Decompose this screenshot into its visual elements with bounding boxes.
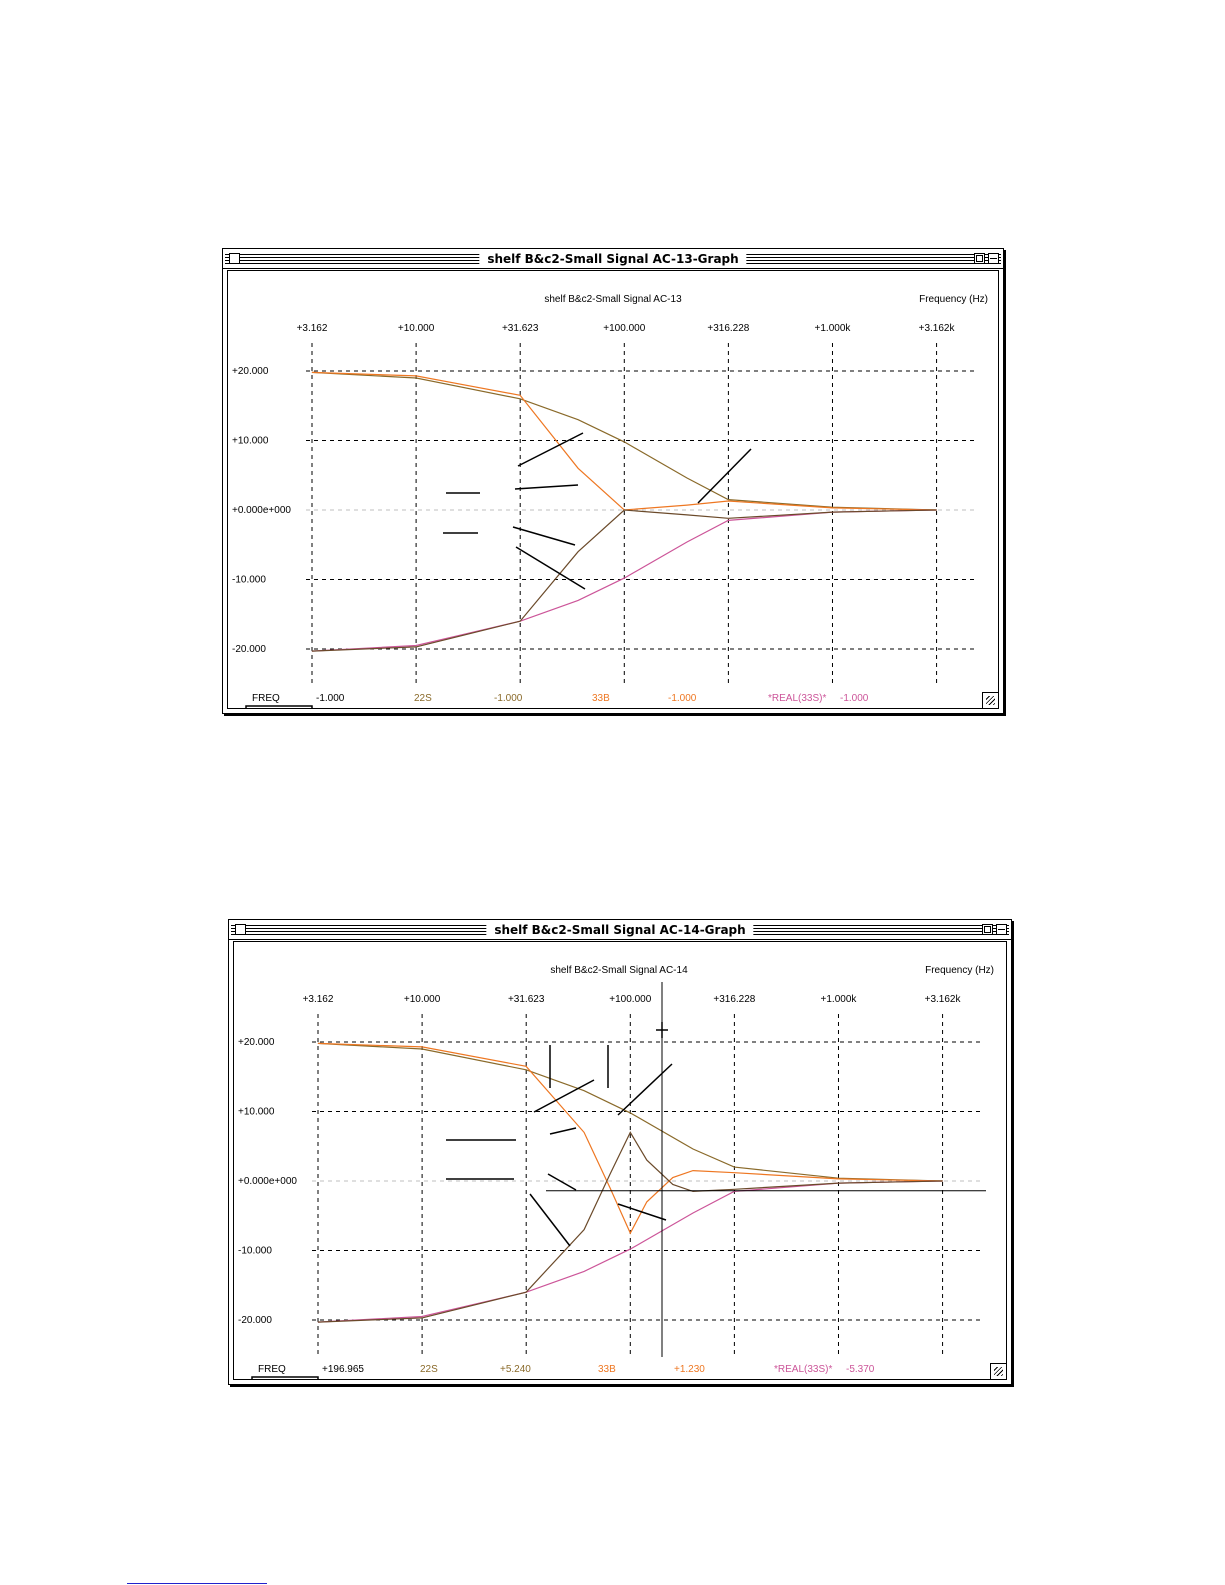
annotation-line [514,484,579,490]
graph-window-ac14[interactable]: shelf B&c2-Small Signal AC-14-Graph shel… [228,919,1012,1385]
annotation-line [517,432,584,467]
window-title: shelf B&c2-Small Signal AC-13-Graph [479,252,747,266]
new-field-box[interactable] [251,1376,319,1379]
new-field-box[interactable] [245,705,313,708]
x-tick-label: +3.162k [919,323,956,334]
annotation-line [529,1193,571,1247]
readout-series-22s-name: 22S [414,693,432,704]
series-line-3 [317,1180,943,1323]
x-tick-label: +3.162k [925,994,962,1005]
x-tick-label: +3.162 [303,994,334,1005]
y-tick-label: +0.000e+000 [238,1176,297,1187]
x-tick-label: +31.623 [502,323,539,334]
graph-window-ac13[interactable]: shelf B&c2-Small Signal AC-13-Graph shel… [222,248,1004,714]
y-tick-label: -20.000 [238,1315,272,1326]
series-line-3 [311,509,937,652]
y-tick-label: +20.000 [238,1037,275,1048]
footer-link-underline[interactable] [127,1583,267,1584]
y-tick-label: -10.000 [238,1246,272,1257]
x-tick-label: +10.000 [404,994,441,1005]
crosshair-cursor-icon [656,1022,668,1038]
x-axis-label: Frequency (Hz) [919,294,988,305]
readout-series-real33s-value: -5.370 [846,1364,875,1375]
series-line-4 [311,509,937,652]
window-title: shelf B&c2-Small Signal AC-14-Graph [486,923,754,937]
readout-freq-label: FREQ [252,693,280,704]
resize-grip-icon[interactable] [982,692,998,708]
y-tick-label: -10.000 [232,575,266,586]
readout-series-33b-value: -1.000 [668,693,697,704]
zoom-box-icon[interactable] [974,253,985,264]
plot-title: shelf B&c2-Small Signal AC-13 [544,294,682,305]
frequency-response-plot[interactable]: shelf B&c2-Small Signal AC-14 Frequency (… [234,942,1006,1379]
annotation-line [549,1127,577,1135]
readout-series-33b-value: +1.230 [674,1364,705,1375]
series-line-1 [311,371,937,511]
readout-series-real33s-name: *REAL(33S)* [768,693,826,704]
y-tick-label: -20.000 [232,644,266,655]
y-tick-label: +10.000 [232,436,269,447]
annotation-line [547,1173,577,1191]
readout-freq-value: -1.000 [316,693,345,704]
close-box-icon[interactable] [235,924,246,935]
readout-freq-value: +196.965 [322,1364,364,1375]
x-axis-label: Frequency (Hz) [925,965,994,976]
collapse-box-icon[interactable] [996,924,1007,935]
resize-grip-icon[interactable] [990,1363,1006,1379]
x-tick-label: +316.228 [707,323,749,334]
plot-title: shelf B&c2-Small Signal AC-14 [550,965,688,976]
y-tick-label: +0.000e+000 [232,505,291,516]
frequency-response-plot[interactable]: shelf B&c2-Small Signal AC-13 Frequency (… [228,271,998,708]
annotation-line [617,1063,673,1116]
x-tick-label: +3.162 [297,323,328,334]
series-line-1 [317,1042,943,1182]
y-tick-label: +20.000 [232,366,269,377]
zoom-box-icon[interactable] [982,924,993,935]
annotation-line [515,546,586,590]
readout-series-real33s-value: -1.000 [840,693,869,704]
readout-freq-label: FREQ [258,1364,286,1375]
x-tick-label: +31.623 [508,994,545,1005]
readout-series-22s-value: +5.240 [500,1364,531,1375]
x-tick-label: +100.000 [603,323,645,334]
series-line-2 [317,1042,943,1235]
readout-series-33b-name: 33B [598,1364,616,1375]
collapse-box-icon[interactable] [988,253,999,264]
x-tick-label: +316.228 [713,994,755,1005]
graph-content[interactable]: shelf B&c2-Small Signal AC-14 Frequency (… [233,941,1007,1380]
x-tick-label: +1.000k [815,323,852,334]
series-line-4 [317,1131,943,1323]
readout-series-33b-name: 33B [592,693,610,704]
x-tick-label: +1.000k [821,994,858,1005]
annotation-line [617,1203,667,1221]
x-tick-label: +100.000 [609,994,651,1005]
close-box-icon[interactable] [229,253,240,264]
readout-series-real33s-name: *REAL(33S)* [774,1364,832,1375]
annotation-line [697,448,752,504]
readout-series-22s-value: -1.000 [494,693,523,704]
annotation-line [512,526,576,546]
annotation-line [533,1079,595,1113]
x-tick-label: +10.000 [398,323,435,334]
y-tick-label: +10.000 [238,1107,275,1118]
readout-series-22s-name: 22S [420,1364,438,1375]
graph-content[interactable]: shelf B&c2-Small Signal AC-13 Frequency (… [227,270,999,709]
